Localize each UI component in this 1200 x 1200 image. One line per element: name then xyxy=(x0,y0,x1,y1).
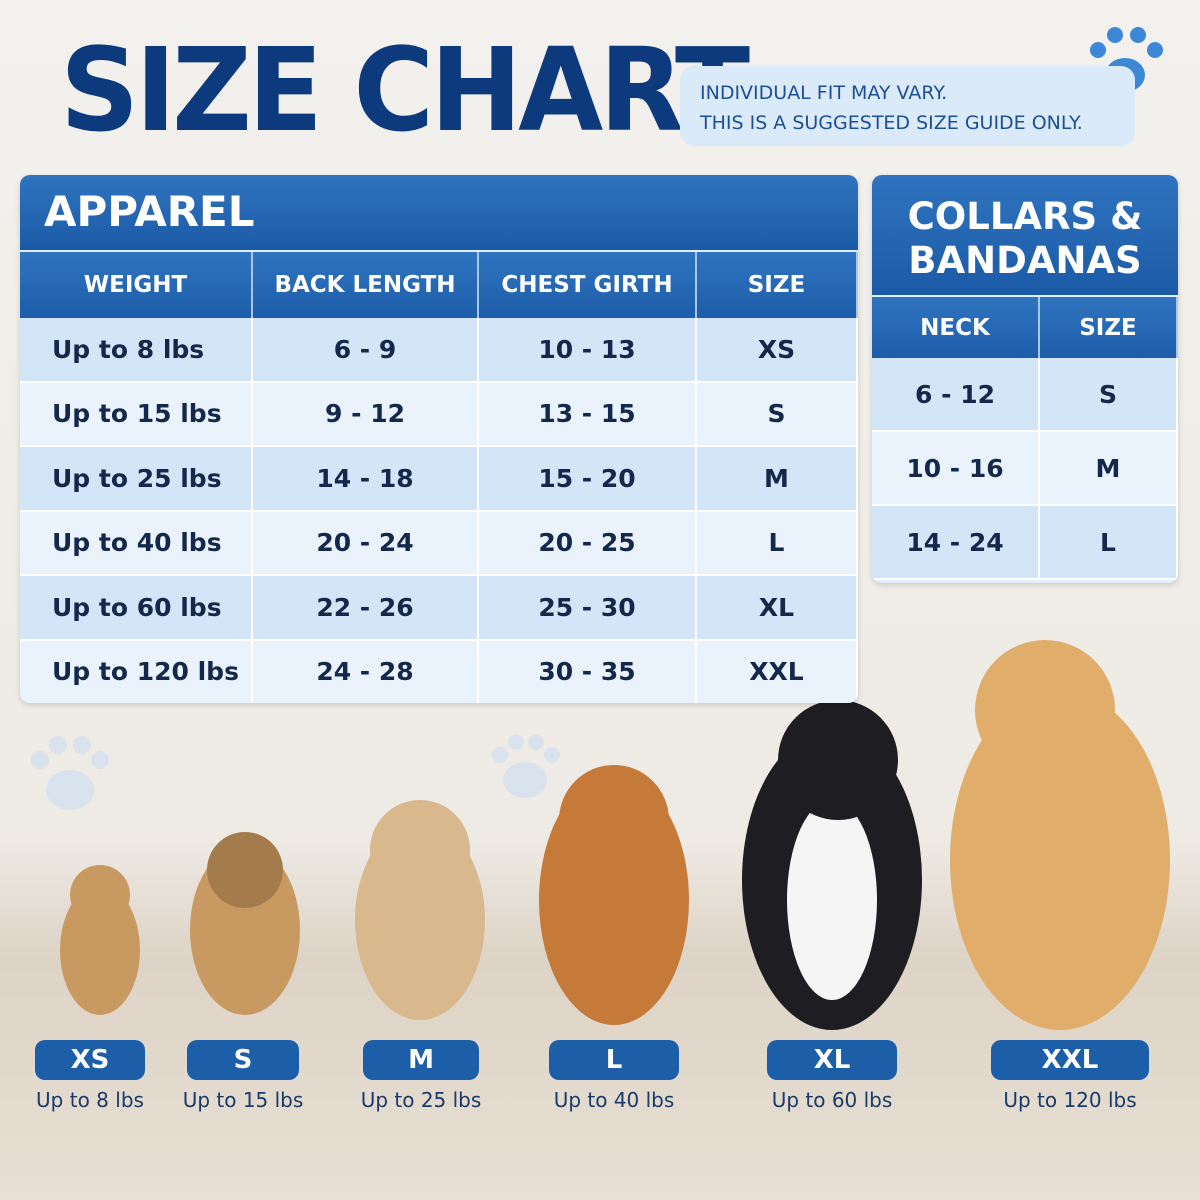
weight-label: Up to 60 lbs xyxy=(771,1088,893,1112)
apparel-title: APPAREL xyxy=(20,175,858,250)
fit-note: INDIVIDUAL FIT MAY VARY. THIS IS A SUGGE… xyxy=(680,66,1135,146)
collars-title: COLLARS & BANDANAS xyxy=(872,175,1178,295)
size-badge: XS xyxy=(35,1040,145,1080)
weight-label: Up to 15 lbs xyxy=(182,1088,304,1112)
table-cell: 20 - 25 xyxy=(479,511,697,576)
table-cell: 9 - 12 xyxy=(253,382,479,447)
table-cell: 14 - 18 xyxy=(253,447,479,512)
table-cell: 22 - 26 xyxy=(253,576,479,641)
table-cell: M xyxy=(1040,432,1178,506)
title-line: BANDANAS xyxy=(908,239,1142,282)
title: SIZE CHART xyxy=(60,22,750,158)
table-cell: 15 - 20 xyxy=(479,447,697,512)
table-cell: L xyxy=(697,511,858,576)
table-cell: 30 - 35 xyxy=(479,640,697,703)
weight-label: Up to 25 lbs xyxy=(360,1088,482,1112)
size-badge: L xyxy=(549,1040,679,1080)
column-header: NECK xyxy=(872,297,1040,358)
table-cell: M xyxy=(697,447,858,512)
weight-label: Up to 40 lbs xyxy=(553,1088,675,1112)
table-cell: 10 - 13 xyxy=(479,318,697,383)
table-cell: 14 - 24 xyxy=(872,506,1040,580)
table-cell: Up to 25 lbs xyxy=(20,447,253,512)
collars-table: COLLARS & BANDANAS NECK SIZE 6 - 12 S 10 - 1… xyxy=(872,175,1178,583)
weight-label: Up to 8 lbs xyxy=(36,1088,144,1112)
note-line: INDIVIDUAL FIT MAY VARY. xyxy=(700,82,948,104)
table-cell: XL xyxy=(697,576,858,641)
column-header: WEIGHT xyxy=(20,252,253,318)
table-cell: Up to 120 lbs xyxy=(20,640,253,703)
table-cell: S xyxy=(1040,358,1178,432)
weight-label: Up to 120 lbs xyxy=(1003,1088,1137,1112)
table-cell: 6 - 12 xyxy=(872,358,1040,432)
table-cell: XXL xyxy=(697,640,858,703)
table-cell: Up to 40 lbs xyxy=(20,511,253,576)
note-line: THIS IS A SUGGESTED SIZE GUIDE ONLY. xyxy=(700,112,1083,134)
table-cell: XS xyxy=(697,318,858,383)
size-badge: XL xyxy=(767,1040,897,1080)
table-cell: S xyxy=(697,382,858,447)
table-cell: 6 - 9 xyxy=(253,318,479,383)
size-badge: M xyxy=(363,1040,479,1080)
size-badge: XXL xyxy=(991,1040,1149,1080)
apparel-table: APPAREL WEIGHT BACK LENGTH CHEST GIRTH SIZE… xyxy=(20,175,858,703)
table-cell: 24 - 28 xyxy=(253,640,479,703)
table-cell: 20 - 24 xyxy=(253,511,479,576)
column-header: BACK LENGTH xyxy=(253,252,479,318)
size-badge: S xyxy=(187,1040,299,1080)
column-header: SIZE xyxy=(1040,297,1178,358)
column-header: SIZE xyxy=(697,252,858,318)
table-cell: Up to 15 lbs xyxy=(20,382,253,447)
table-cell: 13 - 15 xyxy=(479,382,697,447)
table-cell: Up to 60 lbs xyxy=(20,576,253,641)
column-header: CHEST GIRTH xyxy=(479,252,697,318)
table-cell: L xyxy=(1040,506,1178,580)
table-cell: Up to 8 lbs xyxy=(20,318,253,383)
title-line: COLLARS & xyxy=(907,195,1143,238)
table-cell: 10 - 16 xyxy=(872,432,1040,506)
table-cell: 25 - 30 xyxy=(479,576,697,641)
